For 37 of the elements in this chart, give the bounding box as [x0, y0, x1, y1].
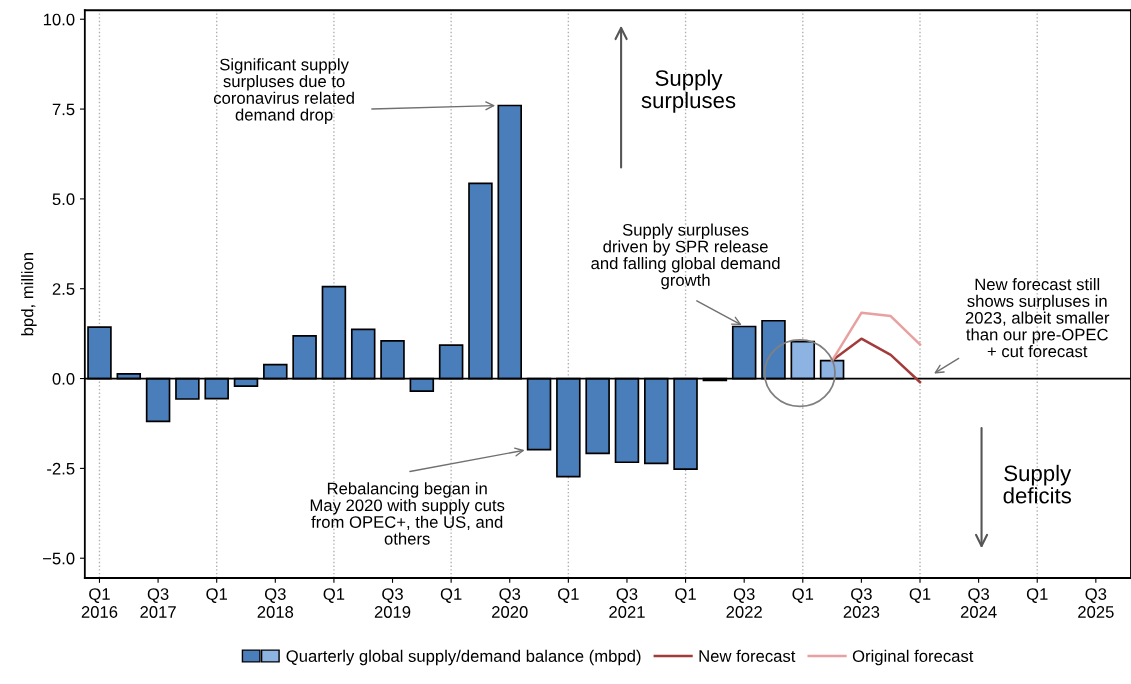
- line-series: [830, 311, 922, 362]
- annotation: Supply deficits: [1003, 464, 1072, 504]
- x-tick-label: Q1: [323, 588, 345, 603]
- x-tick-label: Q1: [440, 588, 462, 603]
- x-tick-label: Q1: [558, 588, 579, 603]
- y-tick-label: 5.0: [52, 193, 75, 206]
- annotation: Rebalancing began in May 2020 with supply cuts from OPEC+, the US, and others: [310, 482, 505, 545]
- legend-label: Original forecast: [852, 649, 974, 666]
- x-tick-label: Q3 2022: [726, 588, 762, 618]
- x-tick-label: Q3 2023: [843, 588, 880, 618]
- x-tick-label: Q1: [1026, 588, 1048, 603]
- x-tick-label: Q1: [675, 588, 696, 603]
- line-series: [830, 337, 922, 384]
- x-tick-label: Q3 2019: [374, 588, 411, 618]
- y-axis-title: bpd, million: [21, 253, 37, 336]
- x-tick-label: Q3 2018: [257, 588, 294, 618]
- y-tick-label: 7.5: [52, 103, 75, 116]
- annotation: Significant supply surpluses due to coronavirus related demand drop: [213, 58, 354, 124]
- y-tick-label: 0.0: [52, 372, 75, 385]
- x-tick-label: Q3 2025: [1078, 588, 1114, 618]
- annotation: Supply surpluses: [641, 69, 736, 113]
- legend-label: Quarterly global supply/demand balance (mbpd): [286, 649, 641, 666]
- x-tick-label: Q3 2017: [140, 588, 176, 618]
- x-tick-label: Q1: [792, 588, 814, 603]
- y-tick-label: −5.0: [43, 552, 75, 565]
- x-tick-label: Q1 2016: [81, 588, 118, 618]
- y-tick-label: 10.0: [43, 13, 75, 26]
- x-tick-label: Q1: [909, 588, 931, 603]
- y-tick-label: -2.5: [47, 462, 75, 475]
- x-tick-label: Q3 2024: [960, 588, 997, 618]
- legend-label: New forecast: [699, 649, 796, 662]
- annotation: New forecast still shows surpluses in 2023, albeit smaller than our pre-OPEC + cut forecast: [965, 278, 1110, 358]
- x-tick-label: Q3 2020: [492, 588, 528, 618]
- x-tick-label: Q3 2021: [609, 588, 645, 618]
- annotation: Supply surpluses driven by SPR release and falling global demand growth: [591, 223, 780, 290]
- y-tick-label: 2.5: [52, 283, 75, 295]
- x-tick-label: Q1: [206, 588, 227, 603]
